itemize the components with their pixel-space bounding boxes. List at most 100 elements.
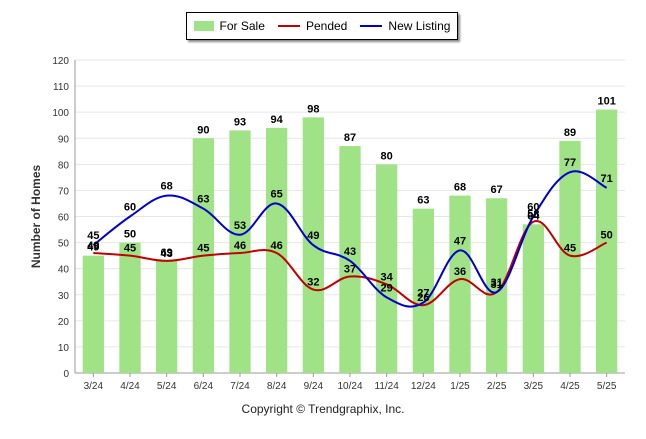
data-label-new-listing: 65 [271,188,283,200]
x-tick-label: 1/25 [450,381,470,392]
data-label-for-sale: 80 [381,150,393,162]
data-label-new-listing: 60 [527,202,539,214]
y-tick-label: 20 [58,317,70,328]
data-label-for-sale: 49 [87,242,99,254]
y-tick-label: 70 [58,186,70,197]
data-label-for-sale: 63 [417,195,429,207]
x-tick-label: 4/25 [560,381,580,392]
x-tick-label: 11/24 [375,381,400,392]
y-tick-label: 40 [58,265,70,276]
y-tick-label: 110 [53,82,69,93]
data-label-for-sale: 101 [597,96,615,108]
data-label-pended: 45 [124,243,136,255]
data-label-new-listing: 63 [197,194,209,206]
data-label-new-listing: 47 [454,235,466,247]
y-axis-title: Number of Homes [29,165,43,269]
data-label-pended: 26 [417,292,429,304]
line-new-listing [92,170,608,308]
data-label-new-listing: 45 [87,230,99,242]
data-label-new-listing: 29 [381,282,393,294]
data-label-pended: 45 [197,243,209,255]
legend-item-pended: Pended [277,19,348,33]
bar-for-sale [449,195,471,373]
bar-for-sale [229,130,251,373]
x-tick-label: 5/24 [157,381,177,392]
data-label-pended: 50 [601,230,613,242]
data-label-pended: 46 [234,240,246,252]
x-tick-label: 9/24 [304,381,324,392]
legend-swatch-pended [277,25,300,27]
data-label-pended: 46 [271,240,283,252]
bar-for-sale [522,224,544,373]
legend-swatch-for-sale [193,21,214,31]
copyright-text: Copyright © Trendgraphix, Inc. [241,402,405,416]
data-label-for-sale: 67 [491,184,503,196]
data-label-pended: 37 [344,263,356,275]
y-tick-label: 0 [63,369,69,380]
data-label-new-listing: 31 [491,277,503,289]
legend-swatch-new-listing [360,25,383,27]
bar-for-sale [486,198,508,373]
data-label-pended: 31 [491,279,503,291]
x-tick-label: 3/25 [524,381,544,392]
data-label-pended: 36 [454,266,466,278]
data-label-pended: 45 [564,243,576,255]
x-tick-label: 10/24 [337,381,362,392]
data-label-for-sale: 64 [527,210,540,222]
bar-for-sale [412,208,434,373]
legend-item-new-listing: New Listing [360,19,450,33]
data-label-new-listing: 68 [161,181,173,193]
data-label-new-listing: 27 [417,288,429,300]
x-tick-label: 4/24 [120,381,140,392]
data-label-for-sale: 69 [161,247,173,259]
data-label-for-sale: 87 [344,132,356,144]
data-label-for-sale: 93 [234,116,246,128]
bar-for-sale [339,146,361,373]
data-label-for-sale: 98 [307,103,319,115]
y-tick-label: 120 [52,56,69,67]
legend-label-pended: Pended [305,19,348,33]
x-tick-label: 12/24 [411,381,436,392]
data-label-new-listing: 71 [601,173,613,185]
data-label-for-sale: 68 [454,182,466,194]
bar-for-sale [156,260,178,373]
x-tick-label: 3/24 [84,381,104,392]
y-tick-label: 100 [52,108,69,119]
x-tick-label: 5/25 [597,381,617,392]
y-tick-label: 10 [58,343,70,354]
x-tick-label: 7/24 [230,381,250,392]
data-label-for-sale: 90 [197,124,209,136]
data-label-new-listing: 77 [564,157,576,169]
bar-for-sale [596,109,618,373]
legend: For Sale Pended New Listing [186,12,458,40]
x-tick-label: 8/24 [267,381,287,392]
data-label-new-listing: 60 [124,202,136,214]
data-label-new-listing: 53 [234,220,246,232]
y-tick-label: 60 [58,213,70,224]
y-tick-label: 80 [58,160,70,171]
data-label-new-listing: 43 [344,246,356,258]
bar-for-sale [376,164,398,373]
data-label-new-listing: 49 [307,230,319,242]
data-label-pended: 49 [87,240,99,252]
bar-for-sale [266,127,288,373]
bar-for-sale [559,140,581,373]
data-label-pended: 58 [527,209,539,221]
data-label-for-sale: 89 [564,127,576,139]
bar-for-sale [119,242,141,373]
legend-item-for-sale: For Sale [193,19,265,33]
bar-for-sale [82,255,104,373]
x-tick-label: 6/24 [194,381,214,392]
data-label-pended: 34 [381,271,394,283]
data-label-for-sale: 50 [124,229,136,241]
y-tick-label: 30 [58,291,70,302]
data-label-for-sale: 94 [271,114,284,126]
x-tick-label: 2/25 [487,381,507,392]
y-tick-label: 50 [58,239,70,250]
data-label-pended: 43 [161,248,173,260]
data-label-pended: 32 [307,277,319,289]
y-tick-label: 90 [58,134,70,145]
legend-label-new-listing: New Listing [388,19,451,33]
